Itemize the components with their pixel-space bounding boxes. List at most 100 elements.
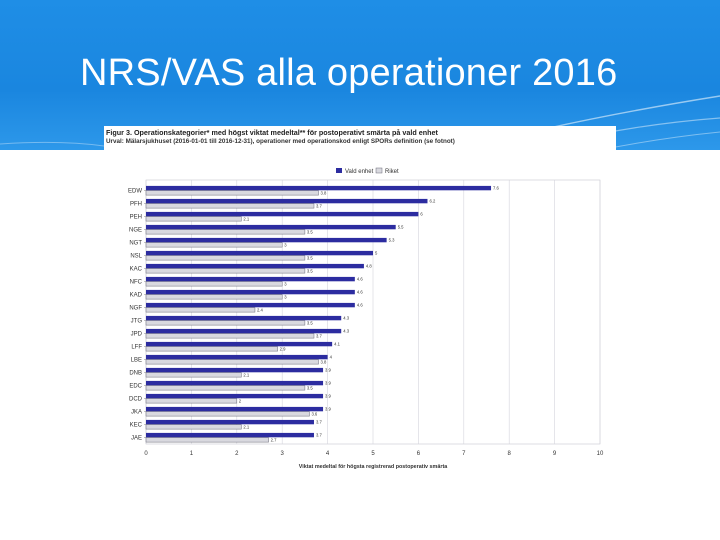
category-label: LFF xyxy=(131,345,142,351)
bar-national xyxy=(145,190,319,196)
bar-label-unit: 4.6 xyxy=(357,290,363,295)
bar-unit xyxy=(146,393,324,399)
bar-unit xyxy=(146,419,314,425)
slide-title: NRS/VAS alla operationer 2016 xyxy=(80,52,618,94)
bar-label-unit: 3.9 xyxy=(325,381,331,386)
bar-national xyxy=(145,281,283,287)
bar-unit xyxy=(146,237,387,243)
bar-label-unit: 5 xyxy=(375,251,378,256)
bar-national xyxy=(145,203,315,209)
category-label: NGF xyxy=(129,306,142,312)
bar-national xyxy=(145,359,319,365)
bar-unit xyxy=(146,198,428,204)
bar-label-national: 2 xyxy=(239,399,242,404)
category-label: KAC xyxy=(130,267,143,273)
bar-national xyxy=(145,320,306,326)
bar-national xyxy=(145,385,306,391)
bar-unit xyxy=(146,367,324,373)
bar-unit xyxy=(146,289,355,295)
bar-national xyxy=(145,333,315,339)
x-tick-label: 7 xyxy=(462,451,466,457)
x-tick-label: 9 xyxy=(553,451,557,457)
category-label: LBE xyxy=(131,358,142,364)
bar-national xyxy=(145,346,278,352)
category-label: JTG xyxy=(131,319,143,325)
bar-unit xyxy=(146,263,364,269)
bar-label-national: 3.5 xyxy=(307,321,313,326)
bar-unit xyxy=(146,380,324,386)
bar-national xyxy=(145,268,306,274)
bar-label-unit: 4.3 xyxy=(343,316,349,321)
bar-unit xyxy=(146,406,324,412)
category-label: PFH xyxy=(130,202,142,208)
bar-national xyxy=(145,372,242,378)
bar-label-national: 3.6 xyxy=(311,412,317,417)
bar-unit xyxy=(146,302,355,308)
category-label: KAD xyxy=(130,293,143,299)
chart-figure: 0 1 2 3 4 5 6 7 8 9 10 Viktat medeltal för högsta r… xyxy=(104,126,616,474)
bar-label-national: 2.1 xyxy=(243,425,249,430)
bar-label-national: 2.9 xyxy=(280,347,286,352)
bar-national xyxy=(145,229,306,235)
category-label: KEC xyxy=(130,423,143,429)
x-tick-label: 3 xyxy=(281,451,285,457)
bar-label-unit: 6.2 xyxy=(429,199,435,204)
legend-label-national: Riket xyxy=(385,169,399,175)
bar-label-unit: 4.8 xyxy=(366,264,372,269)
bar-national xyxy=(145,307,256,313)
bar-label-unit: 3.9 xyxy=(325,407,331,412)
bar-label-national: 3 xyxy=(284,282,287,287)
bar-label-unit: 3.9 xyxy=(325,368,331,373)
bar-national xyxy=(145,424,242,430)
legend-swatch-unit xyxy=(336,168,342,173)
x-tick-label: 8 xyxy=(508,451,512,457)
bar-unit xyxy=(146,341,333,347)
bar-label-unit: 4.6 xyxy=(357,303,363,308)
bar-label-national: 3 xyxy=(284,295,287,300)
bar-label-national: 2.4 xyxy=(257,308,263,313)
x-tick-label: 0 xyxy=(144,451,148,457)
bar-unit xyxy=(146,276,355,282)
legend-label-unit: Vald enhet xyxy=(345,169,374,175)
bar-label-unit: 4.1 xyxy=(334,342,340,347)
category-label: NSL xyxy=(130,254,142,260)
bar-national xyxy=(145,398,238,404)
bar-label-unit: 3.7 xyxy=(316,433,322,438)
legend-swatch-national xyxy=(375,167,383,174)
x-axis-label: Viktat medeltal för högsta registrerad p… xyxy=(299,464,448,470)
category-label: EDC xyxy=(129,384,142,390)
bar-label-national: 3.5 xyxy=(307,386,313,391)
bar-unit xyxy=(146,185,492,191)
bar-unit xyxy=(146,315,342,321)
bar-national xyxy=(145,216,242,222)
bar-label-unit: 7.6 xyxy=(493,186,499,191)
bar-label-unit: 3.7 xyxy=(316,420,322,425)
category-label: PEH xyxy=(130,215,142,221)
x-tick-label: 2 xyxy=(235,451,239,457)
category-label: DNB xyxy=(129,371,142,377)
category-label: DCD xyxy=(129,397,143,403)
bar-label-national: 3.5 xyxy=(307,230,313,235)
bar-national xyxy=(145,294,283,300)
bar-label-national: 2.1 xyxy=(243,373,249,378)
bar-label-national: 3.5 xyxy=(307,269,313,274)
bar-label-unit: 3.9 xyxy=(325,394,331,399)
bar-label-unit: 4 xyxy=(330,355,333,360)
category-label: NGT xyxy=(129,241,142,247)
x-tick-label: 1 xyxy=(190,451,194,457)
bar-label-unit: 5.3 xyxy=(389,238,395,243)
bar-label-national: 3.8 xyxy=(321,360,327,365)
x-tick-label: 5 xyxy=(371,451,375,457)
bar-unit xyxy=(146,328,342,334)
bar-unit xyxy=(146,432,314,438)
bar-national xyxy=(145,242,283,248)
bar-unit xyxy=(146,224,396,230)
bar-unit xyxy=(146,250,373,256)
category-label: NGE xyxy=(129,228,142,234)
bar-national xyxy=(145,437,269,443)
bar-national xyxy=(145,411,310,417)
category-label: NFC xyxy=(130,280,143,286)
bar-label-national: 2.1 xyxy=(243,217,249,222)
bar-label-unit: 5.5 xyxy=(398,225,404,230)
x-tick-label: 6 xyxy=(417,451,421,457)
